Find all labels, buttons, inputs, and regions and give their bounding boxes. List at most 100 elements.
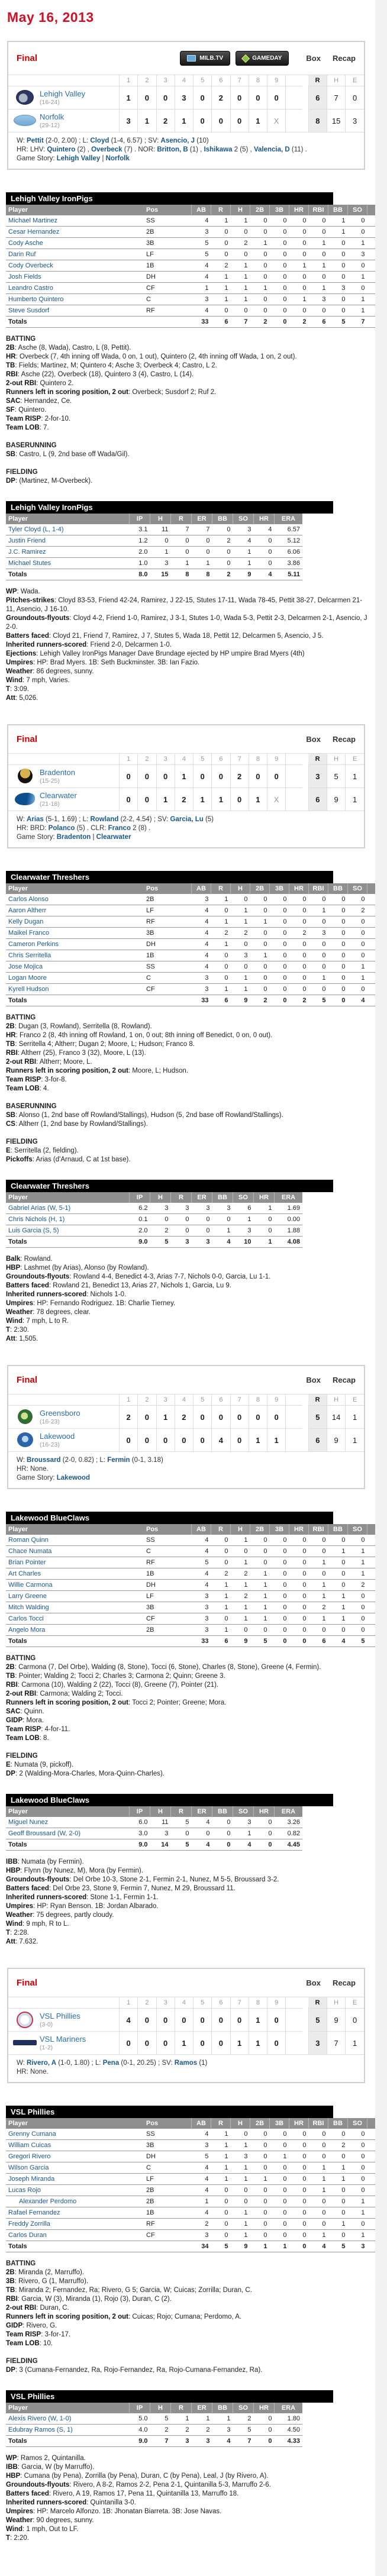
- box-link[interactable]: Box: [306, 1376, 321, 1384]
- team-link[interactable]: VSL Mariners: [40, 2035, 86, 2044]
- inline-link[interactable]: Britton, B: [157, 146, 188, 153]
- player-link[interactable]: Wilson Garcia: [8, 2164, 49, 2171]
- stat-cell: 0: [270, 1546, 289, 1557]
- inline-link[interactable]: Rivero, A: [27, 2059, 56, 2067]
- inline-link[interactable]: Rowland: [90, 816, 118, 823]
- player-link[interactable]: Jose Mojica: [8, 963, 43, 970]
- player-link[interactable]: Chris Serritella: [8, 952, 51, 959]
- stat-cell: 1: [348, 2207, 367, 2219]
- inline-link[interactable]: Overbeck: [91, 146, 122, 153]
- player-link[interactable]: Kyrell Hudson: [8, 986, 49, 993]
- inline-link[interactable]: Norfolk: [106, 155, 130, 162]
- stat-cell: 0: [289, 905, 309, 916]
- player-link[interactable]: Kelly Dugan: [8, 918, 43, 925]
- player-link[interactable]: William Cuicas: [8, 2142, 51, 2149]
- player-link[interactable]: Joseph Miranda: [8, 2175, 54, 2183]
- player-link[interactable]: Lucas Rojo: [8, 2187, 41, 2194]
- player-link[interactable]: Maikel Franco: [8, 929, 49, 937]
- inline-link[interactable]: Garcia, Lu: [170, 816, 204, 823]
- player-link[interactable]: Carlos Alonso: [8, 896, 49, 903]
- player-link[interactable]: Darin Ruf: [8, 251, 36, 258]
- box-link[interactable]: Box: [306, 735, 321, 744]
- milbtv-button[interactable]: MILB.TV: [180, 51, 230, 66]
- inline-text: (1-4, 6.57) ; SV:: [109, 137, 160, 144]
- team-link[interactable]: Greensboro: [40, 1409, 80, 1418]
- recap-link[interactable]: Recap: [333, 54, 356, 63]
- player-link[interactable]: Justin Friend: [8, 537, 46, 544]
- recap-link[interactable]: Recap: [333, 1978, 356, 1987]
- inline-link[interactable]: Franco: [108, 825, 131, 832]
- player-link[interactable]: Willie Carmona: [8, 1581, 53, 1589]
- player-link[interactable]: Freddy Zorrilla: [8, 2220, 50, 2228]
- player-link[interactable]: Miguel Nunez: [8, 1819, 48, 1826]
- player-link[interactable]: Tyler Cloyd (L, 1-4): [8, 526, 64, 533]
- box-link[interactable]: Box: [306, 1978, 321, 1987]
- player-link[interactable]: Alexander Perdomo: [19, 2198, 76, 2205]
- stat-cell: 9.0: [130, 2436, 150, 2447]
- recap-link[interactable]: Recap: [333, 735, 356, 744]
- player-link[interactable]: Gabriel Arias (W, 5-1): [8, 1205, 70, 1212]
- player-link[interactable]: Cesar Hernandez: [8, 228, 59, 235]
- inline-link[interactable]: Arias: [27, 816, 44, 823]
- player-link[interactable]: Carlos Tocci: [8, 1615, 44, 1622]
- player-link[interactable]: Josh Fields: [8, 273, 41, 280]
- inline-link[interactable]: Cloyd: [90, 137, 109, 144]
- inline-link[interactable]: Valencia, D: [254, 146, 290, 153]
- inline-link[interactable]: Bradenton: [57, 834, 91, 841]
- player-link[interactable]: Rafael Fernandez: [8, 2209, 60, 2216]
- player-link[interactable]: Mitch Walding: [8, 1604, 49, 1611]
- stat-cell: 0: [348, 950, 367, 961]
- box-link[interactable]: Box: [306, 54, 321, 63]
- team-link[interactable]: Bradenton: [40, 768, 75, 777]
- gameday-button[interactable]: GAMEDAY: [236, 51, 289, 66]
- player-link[interactable]: Aaron Altherr: [8, 907, 46, 914]
- player-link[interactable]: Cody Overbeck: [8, 262, 53, 269]
- player-link[interactable]: Edubray Ramos (S, 1): [8, 2426, 73, 2433]
- player-link[interactable]: J.C. Ramirez: [8, 548, 46, 556]
- player-link[interactable]: Cody Asche: [8, 240, 43, 247]
- inline-link[interactable]: Pena: [103, 2059, 120, 2067]
- player-link[interactable]: Angelo Mora: [8, 1626, 45, 1634]
- player-link[interactable]: Michael Martinez: [8, 217, 57, 224]
- inline-link[interactable]: Broussard: [27, 1457, 61, 1464]
- player-link[interactable]: Carlos Duran: [8, 2232, 47, 2239]
- player-link[interactable]: Art Charles: [8, 1570, 41, 1577]
- inline-link[interactable]: Pettit: [27, 137, 44, 144]
- inline-link[interactable]: Polanco: [49, 825, 75, 832]
- player-link[interactable]: Michael Stutes: [8, 560, 51, 567]
- inline-link[interactable]: Asencio, J: [161, 137, 195, 144]
- inline-link[interactable]: Ishikawa: [204, 146, 233, 153]
- stat-cell: 7: [233, 2436, 254, 2447]
- player-link[interactable]: Roman Quinn: [8, 1536, 49, 1544]
- inline-link[interactable]: Lehigh Valley: [57, 155, 101, 162]
- inline-link[interactable]: Ramos: [175, 2059, 197, 2067]
- player-name-cell: Totals: [6, 2241, 144, 2252]
- player-link[interactable]: Leandro Castro: [8, 285, 53, 292]
- player-link[interactable]: Gregori Rivero: [8, 2153, 51, 2160]
- player-link[interactable]: Humberto Quintero: [8, 296, 64, 303]
- player-link[interactable]: Larry Greene: [8, 1593, 47, 1600]
- player-link[interactable]: Brian Pointer: [8, 1559, 46, 1566]
- player-link[interactable]: Luis Garcia (S, 5): [8, 1227, 59, 1234]
- player-link[interactable]: Geoff Broussard (W, 2-0): [8, 1830, 80, 1837]
- player-link[interactable]: Steve Susdorf: [8, 307, 49, 314]
- team-link[interactable]: VSL Phillies: [40, 2012, 80, 2020]
- player-link[interactable]: Cameron Perkins: [8, 941, 59, 948]
- player-link[interactable]: Chris Nichols (H, 1): [8, 1216, 64, 1223]
- team-link[interactable]: Norfolk: [40, 112, 64, 121]
- recap-link[interactable]: Recap: [333, 1376, 356, 1384]
- player-link[interactable]: Grenny Cumana: [8, 2130, 56, 2138]
- column-header: ERA: [275, 1192, 303, 1203]
- team-link[interactable]: Lehigh Valley: [40, 89, 85, 98]
- team-link[interactable]: Clearwater: [40, 791, 77, 800]
- player-link[interactable]: Logan Moore: [8, 974, 47, 982]
- stat-cell: 1: [171, 2413, 192, 2425]
- inline-link[interactable]: Lakewood: [57, 1474, 90, 1481]
- inline-link[interactable]: Fermin: [107, 1457, 130, 1464]
- stat-cell: 3: [192, 227, 211, 238]
- player-link[interactable]: Chace Numata: [8, 1548, 51, 1555]
- inline-link[interactable]: Quintero: [47, 146, 75, 153]
- inline-link[interactable]: Clearwater: [96, 834, 131, 841]
- player-link[interactable]: Alexis Rivero (W, 1-0): [8, 2415, 71, 2422]
- team-link[interactable]: Lakewood: [40, 1432, 75, 1441]
